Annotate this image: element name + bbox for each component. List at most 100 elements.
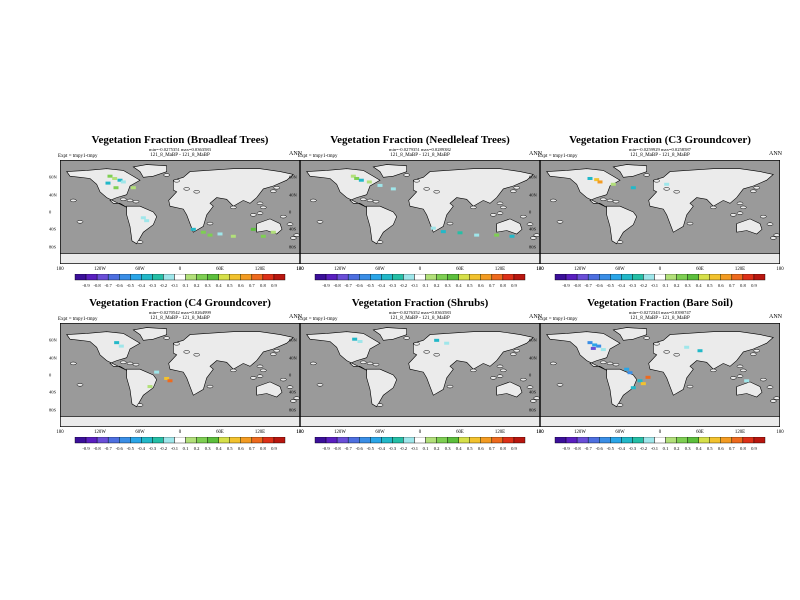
island-outline [293, 396, 300, 400]
island-outline [230, 368, 237, 373]
land-outline [736, 218, 763, 235]
colorbar-swatch [185, 274, 197, 281]
colorbar-swatch [576, 274, 589, 281]
y-tick-label: 40N [289, 192, 297, 198]
land-outline [648, 331, 774, 396]
island-outline [376, 240, 384, 244]
panel-expt: Expt = tmpy1-tmpy [538, 154, 578, 159]
island-outline [193, 353, 200, 357]
land-outline [132, 327, 167, 341]
island-outline [76, 383, 84, 387]
x-tick-label: 60W [375, 267, 385, 272]
colorbar-label: -0.1 [651, 446, 659, 451]
x-tick-label: 60W [615, 430, 625, 435]
panel-minmax: min=-0.0275351 max=0.0363583 [149, 147, 211, 152]
island-outline [372, 199, 380, 204]
anomaly-cell [390, 187, 396, 191]
island-outline [616, 403, 624, 407]
y-tick-label: 60N [529, 174, 537, 180]
panel-minmax: min=-0.0272343 max=0.0390747 [629, 310, 691, 315]
colorbar-swatch [643, 437, 655, 444]
colorbar: -0.9 -0.8 -0.7 -0.6 -0.5 -0.4 -0.3 -0.2 -0.1 0.1 0… [74, 274, 286, 288]
x-tick-label: 120E [494, 430, 506, 435]
map-panel: Vegetation Fraction (Needleleaf Trees) mi… [289, 134, 544, 304]
colorbar-label: 0.2 [434, 283, 440, 288]
y-tick-label: 40S [529, 389, 537, 395]
island-outline [280, 214, 287, 219]
colorbar-label: -0.8 [93, 283, 101, 288]
colorbar-swatch [513, 274, 526, 281]
anomaly-cell [120, 180, 126, 184]
island-outline [500, 205, 507, 210]
colorbar-label: 0.9 [511, 446, 517, 451]
x-tick-label: 180 [56, 430, 64, 435]
island-outline [753, 349, 760, 353]
colorbar-swatch [196, 437, 208, 444]
y-tick-label: 80S [49, 244, 57, 250]
map-frame [540, 160, 780, 264]
colorbar-swatch [381, 437, 393, 444]
colorbar-swatch [229, 274, 241, 281]
x-tick-label: 120W [94, 267, 106, 272]
colorbar-swatch [436, 274, 448, 281]
map-plot [540, 160, 780, 264]
island-outline [360, 197, 367, 201]
anomaly-cell [154, 370, 160, 374]
colorbar-label: 0.9 [751, 446, 757, 451]
x-tick-label: 180 [536, 430, 544, 435]
colorbar-swatch [698, 274, 710, 281]
colorbar-swatch [251, 274, 264, 281]
island-outline [366, 361, 374, 366]
map-frame [540, 323, 780, 427]
island-outline [496, 374, 504, 378]
anomaly-cell [444, 341, 450, 345]
island-outline [550, 361, 557, 366]
panel-run: 121_8_MaBP - 121_8_MaBP [390, 153, 450, 158]
colorbar-swatch [392, 274, 404, 281]
colorbar-label: 0.4 [696, 283, 702, 288]
anomaly-cell [105, 181, 111, 185]
colorbar-label: -0.9 [562, 446, 570, 451]
island-outline [556, 383, 564, 387]
colorbar-label: -0.3 [389, 283, 397, 288]
x-tick-label: 60W [135, 267, 145, 272]
island-outline [206, 384, 214, 389]
anomaly-cell [357, 339, 363, 343]
colorbar-label: 0.8 [500, 446, 506, 451]
x-tick-label: 0 [418, 267, 422, 272]
colorbar-label: 0.7 [729, 283, 735, 288]
island-outline [710, 368, 717, 373]
island-outline [173, 179, 180, 183]
island-outline [513, 186, 520, 190]
island-outline [470, 368, 477, 373]
colorbar-swatch [469, 437, 481, 444]
island-outline [686, 221, 694, 226]
colorbar-label: 0.5 [227, 283, 233, 288]
island-outline [446, 384, 454, 389]
anomaly-cell [624, 367, 630, 371]
colorbar-swatch [502, 437, 515, 444]
anomaly-cell [117, 178, 123, 182]
panel-season: ANN [769, 314, 782, 320]
anomaly-cell [250, 227, 256, 231]
colorbar-label: 0.8 [500, 283, 506, 288]
island-outline [270, 189, 277, 193]
anomaly-cell [140, 216, 146, 220]
x-tick-label: 180 [536, 267, 544, 272]
x-tick-label: 180 [536, 267, 544, 272]
colorbar-swatch [218, 274, 230, 281]
colorbar-label: 0.8 [740, 446, 746, 451]
island-outline [136, 240, 144, 244]
anomaly-cell [744, 379, 750, 383]
colorbar-swatch [731, 274, 744, 281]
colorbar-label: -0.5 [127, 446, 135, 451]
colorbar-swatch [458, 437, 470, 444]
land-outline [496, 218, 523, 235]
island-outline [520, 377, 527, 382]
y-tick-label: 60N [49, 174, 57, 180]
island-outline [173, 342, 180, 346]
colorbar-swatch [654, 274, 666, 281]
island-outline [533, 233, 540, 237]
anomaly-cell [474, 233, 480, 237]
x-tick-label: 120E [254, 267, 266, 272]
